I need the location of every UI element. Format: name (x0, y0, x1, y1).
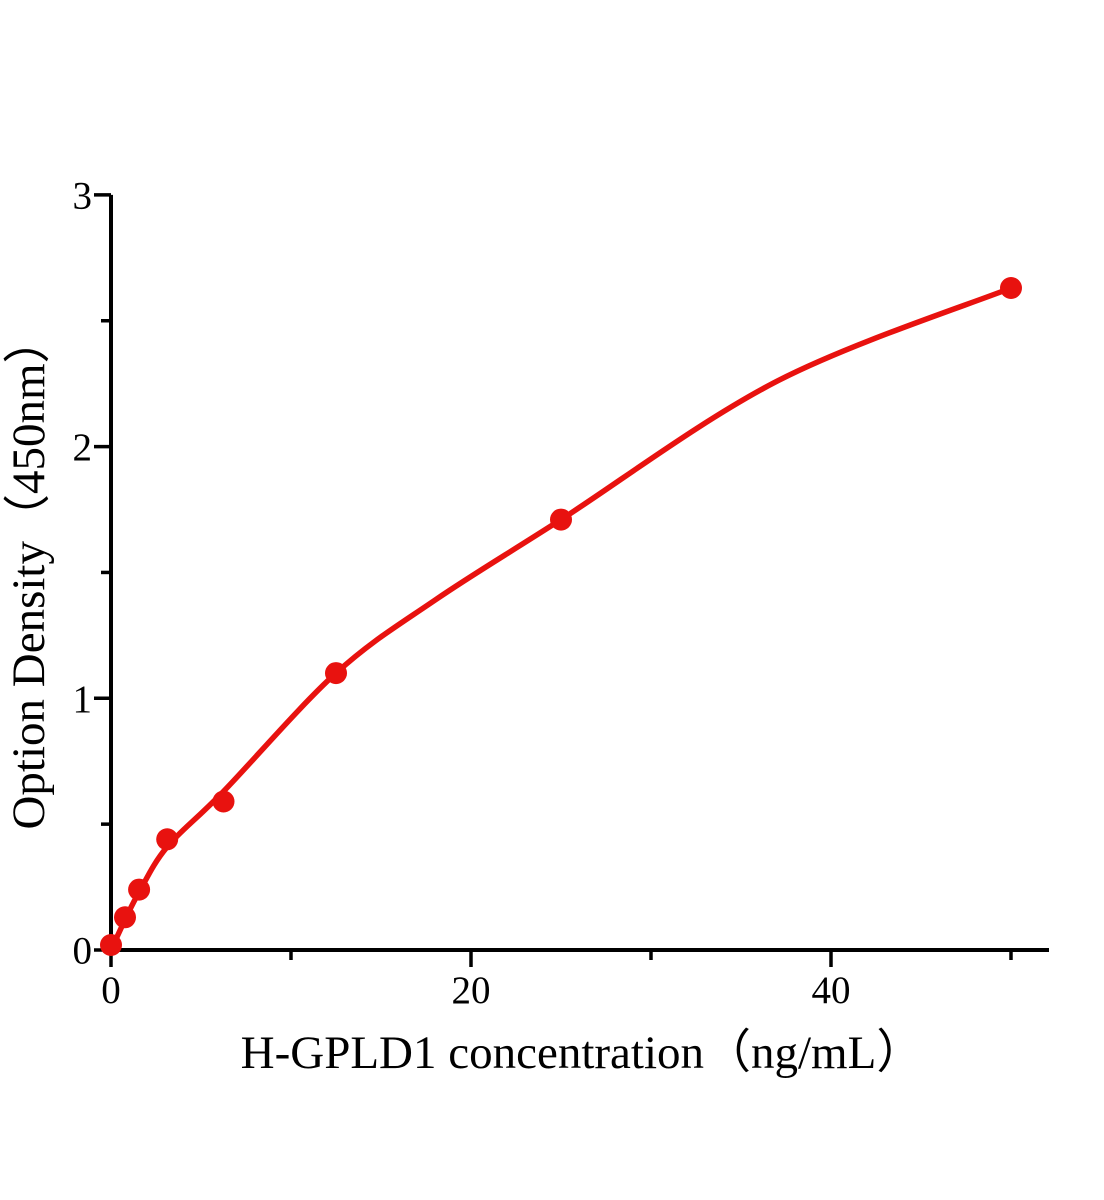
x-tick-label: 0 (101, 969, 121, 1012)
tick-labels-group: 0 20 40 0 1 2 3 (73, 174, 851, 1012)
data-point (550, 508, 572, 531)
y-axis-title: Option Density（450nm） (3, 316, 55, 829)
y-tick-label: 2 (73, 426, 93, 469)
data-point (212, 790, 235, 813)
data-point (1000, 277, 1022, 299)
x-axis-title: H-GPLD1 concentration（ng/mL） (241, 1027, 924, 1079)
fit-curve-line (108, 285, 1014, 953)
data-points-group (100, 277, 1022, 956)
data-point (100, 934, 122, 956)
x-tick-label: 20 (452, 969, 491, 1012)
x-tick-label: 40 (812, 969, 851, 1012)
axes-group (109, 194, 1049, 952)
data-point (114, 906, 136, 929)
ticks-group (94, 193, 1013, 967)
axis-lines (109, 194, 1049, 952)
data-point (156, 828, 179, 851)
y-tick-label: 3 (73, 174, 93, 217)
y-tick-label: 0 (73, 930, 93, 973)
y-tick-label: 1 (73, 678, 93, 721)
data-point (325, 662, 347, 685)
data-point (128, 878, 151, 901)
